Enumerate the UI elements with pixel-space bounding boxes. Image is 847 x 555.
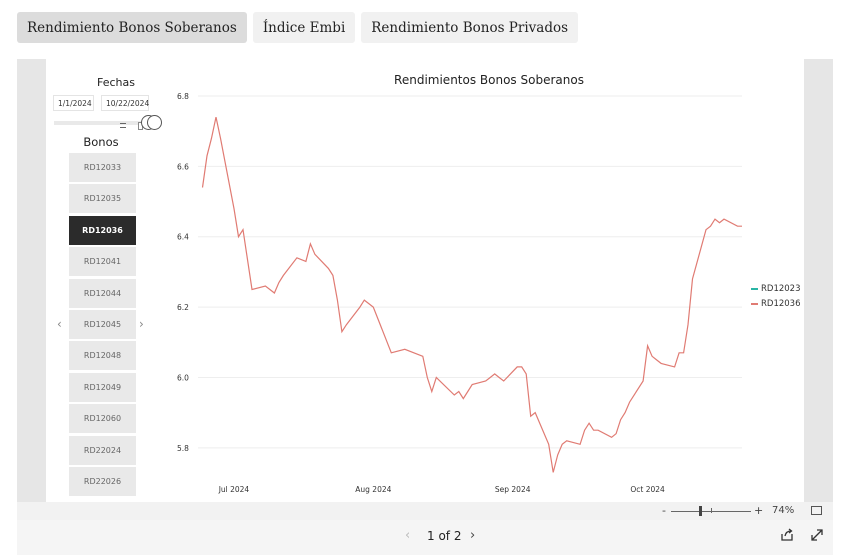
fechas-label: Fechas [97,76,135,89]
legend-label: RD12023 [761,283,801,294]
zoom-center-tick [711,508,712,513]
end-date-input[interactable]: 10/22/2024 [101,95,149,111]
y-tick-label: 6.6 [177,162,189,171]
tab-indice-embi[interactable]: Índice Embi [252,12,356,43]
previous-page-icon[interactable]: ‹ [405,528,411,543]
y-tick-label: 5.8 [177,444,189,453]
page-indicator: 1 of 2 [427,529,462,543]
fit-to-page-icon[interactable] [811,506,822,515]
zoom-in-button[interactable]: + [754,504,764,517]
report-canvas: Fechas 1/1/2024 10/22/2024 Bonos RD12033… [46,59,804,502]
bond-slicer: RD12033 RD12035 RD12036 RD12041 RD12044 … [69,153,136,498]
slider-grip-icon [120,123,126,128]
zoom-bar: - + 74% [17,502,833,520]
legend-item-rd12023[interactable]: RD12023 [751,281,801,296]
slicer-next-arrow-icon[interactable]: › [139,317,144,331]
chart-title: Rendimientos Bonos Soberanos [394,73,584,87]
bond-item-rd12048[interactable]: RD12048 [69,341,136,371]
expand-icon[interactable] [810,528,824,542]
slicer-prev-arrow-icon[interactable]: ‹ [57,317,62,331]
share-icon[interactable] [780,528,794,542]
bond-item-rd12035[interactable]: RD12035 [69,184,136,214]
bond-item-rd12049[interactable]: RD12049 [69,372,136,402]
bond-item-rd12045[interactable]: RD12045 [69,309,136,339]
zoom-percentage: 74% [772,505,795,516]
y-tick-label: 6.8 [177,92,189,101]
y-tick-label: 6.4 [177,233,189,242]
slider-handle-end[interactable] [147,115,162,130]
zoom-slider-thumb[interactable] [699,506,702,516]
report-footer: ‹ 1 of 2 › [17,520,833,555]
report-frame: Fechas 1/1/2024 10/22/2024 Bonos RD12033… [17,59,833,520]
bond-item-rd22024[interactable]: RD22024 [69,435,136,465]
bond-item-rd12060[interactable]: RD12060 [69,404,136,434]
bond-item-rd12041[interactable]: RD12041 [69,247,136,277]
legend-item-rd12036[interactable]: RD12036 [751,296,801,311]
bond-item-rd12044[interactable]: RD12044 [69,278,136,308]
x-tick-label: Oct 2024 [630,485,665,494]
legend-swatch [751,287,758,290]
x-tick-label: Aug 2024 [355,485,391,494]
legend-label: RD12036 [761,298,801,309]
bond-item-rd22026[interactable]: RD22026 [69,466,136,496]
bond-item-rd12033[interactable]: RD12033 [69,153,136,182]
next-page-icon[interactable]: › [470,528,476,543]
y-tick-label: 6.0 [177,373,189,382]
x-tick-label: Jul 2024 [218,485,250,494]
tab-rendimiento-bonos-soberanos[interactable]: Rendimiento Bonos Soberanos [17,12,247,43]
chart-legend: RD12023 RD12036 [751,281,801,311]
zoom-out-button[interactable]: - [662,504,666,517]
report-tabs: Rendimiento Bonos Soberanos Índice Embi … [17,12,579,43]
start-date-input[interactable]: 1/1/2024 [53,95,94,111]
date-range-slider[interactable] [54,121,149,125]
bond-item-rd12036[interactable]: RD12036 [69,215,136,245]
tab-rendimiento-bonos-privados[interactable]: Rendimiento Bonos Privados [361,12,579,43]
legend-swatch [751,302,758,305]
series-line-rd12036[interactable] [201,116,743,473]
bonos-label: Bonos [83,135,119,149]
line-chart: 5.8 6.0 6.2 6.4 6.6 6.8 Jul 2024 Aug 2024 Sep 20… [177,92,743,494]
y-tick-label: 6.2 [177,303,189,312]
x-tick-label: Sep 2024 [495,485,531,494]
